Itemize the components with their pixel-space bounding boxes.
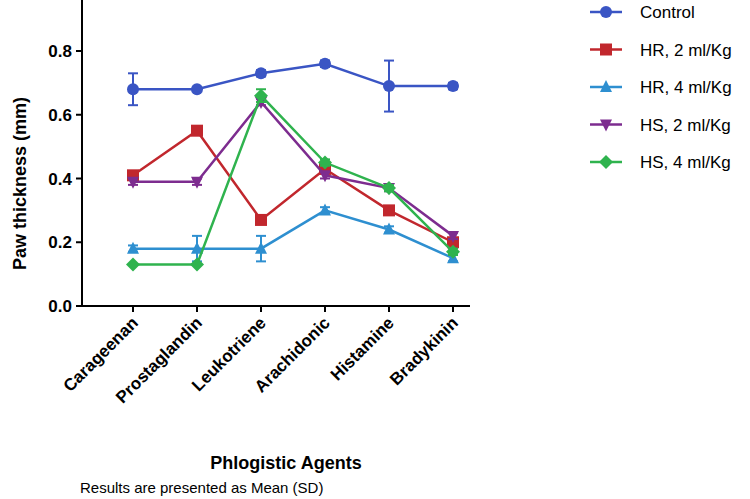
- point: [254, 89, 268, 103]
- point: [319, 170, 331, 182]
- y-tick: [76, 114, 82, 116]
- legend-label: HR, 2 ml/Kg: [640, 41, 732, 60]
- x-tick: [452, 306, 454, 312]
- legend-marker: [600, 6, 612, 18]
- legend-label: HS, 2 ml/Kg: [640, 116, 731, 135]
- y-tick: [76, 50, 82, 52]
- legend-marker: [600, 80, 612, 92]
- point: [127, 177, 139, 189]
- x-tick: [324, 306, 326, 312]
- x-tick-label: Prostaglandin: [112, 313, 206, 407]
- point: [446, 245, 460, 259]
- y-tick-label: 0.6: [48, 106, 72, 125]
- series-line: [133, 96, 453, 265]
- point: [126, 258, 140, 272]
- point: [382, 181, 396, 195]
- point: [319, 58, 331, 70]
- annotation: Results are presented as Mean (SD): [80, 479, 323, 496]
- x-tick: [260, 306, 262, 312]
- x-axis: [82, 305, 470, 307]
- y-tick-label: 0.4: [48, 170, 72, 189]
- y-tick-label: 0.2: [48, 233, 72, 252]
- x-tick: [388, 306, 390, 312]
- point: [319, 203, 331, 215]
- point: [127, 242, 139, 254]
- series: [127, 203, 459, 263]
- y-tick: [76, 178, 82, 180]
- x-tick-label: Arachidonic: [251, 313, 334, 396]
- point: [383, 223, 395, 235]
- y-axis-label: Paw thickness (mm): [10, 97, 30, 270]
- x-axis-label: Phlogistic Agents: [210, 453, 361, 473]
- series: [127, 58, 459, 112]
- point: [255, 214, 267, 226]
- point: [191, 83, 203, 95]
- point: [383, 80, 395, 92]
- point: [318, 156, 332, 170]
- point: [255, 242, 267, 254]
- series: [126, 89, 460, 272]
- point: [383, 204, 395, 216]
- series-line: [133, 64, 453, 90]
- y-axis: [81, 0, 83, 306]
- legend-marker: [599, 155, 613, 169]
- point: [191, 125, 203, 137]
- point: [447, 80, 459, 92]
- y-tick-label: 0.0: [48, 297, 72, 316]
- legend-label: HR, 4 ml/Kg: [640, 78, 732, 97]
- series-line: [133, 210, 453, 258]
- series-line: [133, 102, 453, 236]
- point: [191, 177, 203, 189]
- legend-marker: [600, 44, 612, 56]
- point: [447, 231, 459, 243]
- error-bar: [128, 73, 138, 105]
- error-bar: [256, 236, 266, 262]
- x-tick-label: Bradykinin: [386, 313, 462, 389]
- point: [190, 258, 204, 272]
- x-tick: [132, 306, 134, 312]
- y-tick: [76, 241, 82, 243]
- legend: Control HR, 2 ml/Kg HR, 4 ml/Kg HS, 2 ml/Kg…: [590, 3, 732, 172]
- legend-label: Control: [640, 3, 695, 22]
- y-tick: [76, 305, 82, 307]
- y-tick-label: 0.8: [48, 42, 72, 61]
- plot-area: [126, 58, 460, 272]
- legend-marker: [600, 120, 612, 132]
- x-tick: [196, 306, 198, 312]
- series: [127, 97, 459, 243]
- error-bar: [384, 61, 394, 112]
- chart: 0.00.20.40.60.8CarageenanProstaglandinLe…: [0, 0, 750, 499]
- legend-label: HS, 4 ml/Kg: [640, 153, 731, 172]
- point: [255, 67, 267, 79]
- point: [127, 83, 139, 95]
- series-line: [133, 131, 453, 243]
